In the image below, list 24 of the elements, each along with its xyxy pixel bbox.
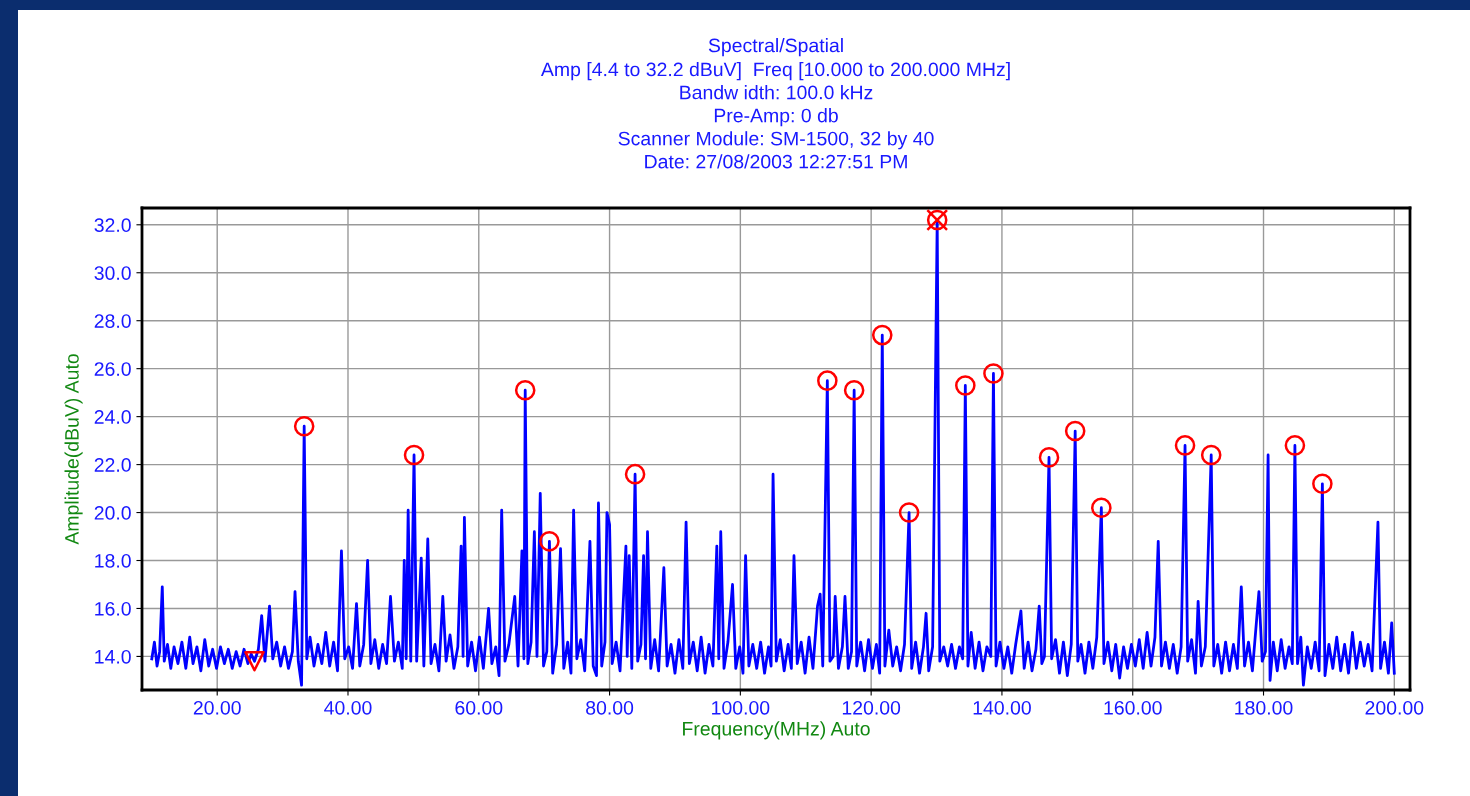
y-tick-label: 16.0 [95, 601, 131, 616]
x-tick-label: 160.00 [1104, 700, 1162, 715]
x-tick-label: 20.00 [193, 700, 241, 715]
y-tick-label: 26.0 [94, 362, 131, 376]
x-tick-label: 60.00 [455, 700, 503, 715]
y-tick-label: 20.0 [94, 506, 131, 520]
x-tick-label: 140.00 [973, 700, 1031, 715]
x-tick-label: 40.00 [324, 700, 372, 715]
chart-title: Spectral/Spatial [708, 38, 843, 57]
y-tick-label: 28.0 [94, 314, 131, 328]
x-tick-label: 120.00 [842, 700, 901, 715]
y-tick-label: 14.0 [95, 649, 131, 664]
y-tick-label: 18.0 [95, 553, 131, 568]
x-tick-label: 200.00 [1365, 700, 1424, 715]
x-tick-label: 180.00 [1235, 700, 1293, 715]
x-tick-label: 100.00 [712, 700, 770, 715]
chart-subtitle: Amp [4.4 to 32.2 dBuV] Freq [10.000 to 200.000 MHz] Bandw idth: 100.0 kHz Pre-Amp: 0 db Scanner Module: SM-1500, 32 by 40 Date: 27/08/2003 12:27:51 PM [540, 62, 1010, 169]
y-axis-title: Amplitude(dBuV) Auto [64, 354, 83, 545]
y-tick-label: 22.0 [94, 458, 131, 472]
x-tick-label: 80.00 [586, 700, 634, 715]
y-tick-label: 30.0 [94, 266, 131, 280]
y-tick-label: 24.0 [94, 410, 131, 424]
x-axis-title: Frequency(MHz) Auto [683, 721, 870, 740]
y-tick-label: 32.0 [94, 218, 131, 233]
